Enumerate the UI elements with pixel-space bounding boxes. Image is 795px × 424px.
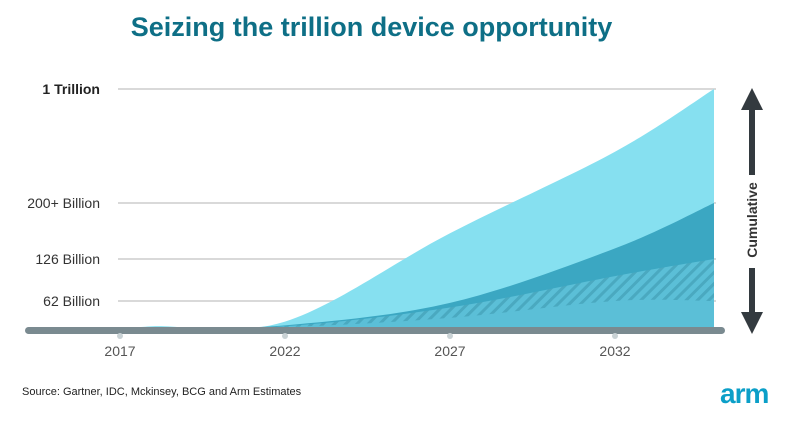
y-axis-labels: 62 Billion 126 Billion 200+ Billion 1 Trill…: [27, 81, 100, 309]
x-tick-label: 2022: [269, 343, 300, 359]
arm-logo: arm: [720, 378, 769, 409]
y-tick-label: 200+ Billion: [27, 195, 100, 211]
x-tick-mark: [117, 333, 123, 339]
area-series-group: [120, 89, 714, 330]
y-tick-label: 126 Billion: [35, 251, 100, 267]
x-axis-line: [25, 327, 725, 334]
source-note: Source: Gartner, IDC, Mckinsey, BCG and …: [22, 386, 302, 398]
x-tick-label: 2027: [434, 343, 465, 359]
x-tick-mark: [447, 333, 453, 339]
x-tick-mark: [612, 333, 618, 339]
cumulative-arrow: Cumulative: [741, 88, 763, 334]
x-tick-label: 2032: [599, 343, 630, 359]
x-tick-label: 2017: [104, 343, 135, 359]
y-tick-label: 62 Billion: [43, 293, 100, 309]
cumulative-label: Cumulative: [744, 182, 760, 258]
x-axis-ticks: 2017 2022 2027 2032: [104, 333, 631, 359]
y-tick-label: 1 Trillion: [42, 81, 100, 97]
chart-title: Seizing the trillion device opportunity: [130, 12, 613, 42]
area-series-4: [120, 299, 714, 330]
x-tick-mark: [282, 333, 288, 339]
